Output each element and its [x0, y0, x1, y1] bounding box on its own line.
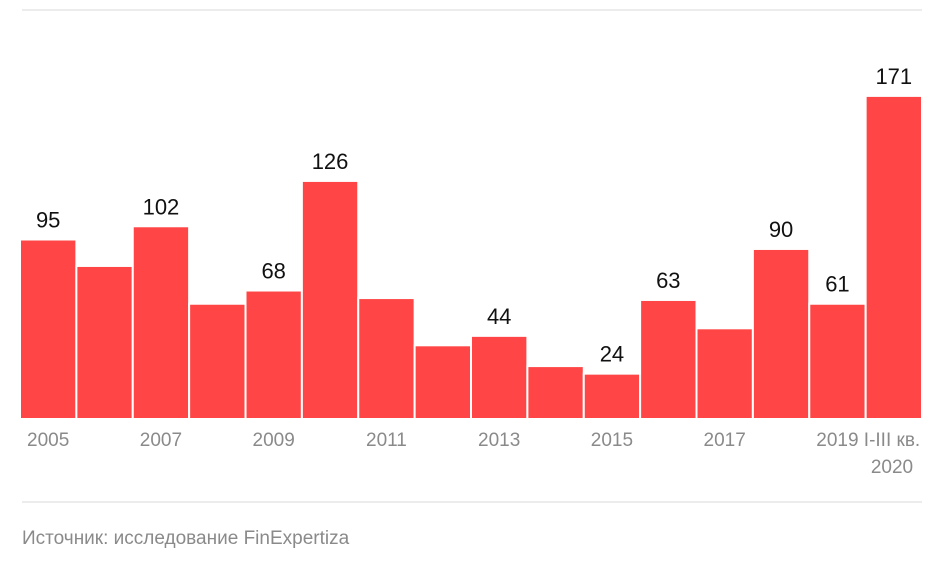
bar-7	[413, 344, 473, 420]
value-label-0: 95	[36, 208, 60, 233]
value-label-4: 68	[261, 259, 285, 284]
bar-14	[808, 302, 867, 420]
bar-1	[75, 264, 134, 421]
source-note: Источник: исследование FinExpertiza	[22, 528, 350, 549]
bar-15	[864, 94, 924, 421]
tick-label-0: 2005	[27, 430, 69, 451]
bar-12	[695, 327, 754, 420]
value-label-13: 90	[769, 217, 793, 242]
tick-label-4: 2009	[253, 430, 295, 451]
bars-group	[19, 94, 924, 421]
tick-label-12: 2017	[704, 430, 746, 451]
bar-0	[19, 238, 78, 420]
tick-label-10: 2015	[591, 430, 633, 451]
value-label-5: 126	[312, 149, 349, 174]
bar-11	[639, 298, 698, 420]
value-label-10: 24	[600, 342, 624, 367]
bar-5	[300, 179, 360, 420]
tick-label-14: 2019	[816, 430, 858, 451]
tick-label-2: 2007	[140, 430, 182, 451]
bar-13	[751, 247, 811, 420]
tick-label-15: I-III кв. 2020	[864, 430, 920, 478]
bar-6	[357, 297, 416, 421]
bar-10	[582, 372, 642, 420]
bar-4	[244, 289, 303, 420]
bar-8	[470, 334, 529, 420]
tick-label-8: 2013	[478, 430, 520, 451]
value-labels-group: 95 102 68 126 44 24 63 90 61 171	[36, 64, 912, 367]
value-label-15: 171	[875, 64, 912, 89]
value-label-11: 63	[656, 268, 680, 293]
bar-2	[131, 225, 191, 420]
value-label-14: 61	[825, 272, 849, 297]
value-label-8: 44	[487, 304, 511, 329]
x-axis-tick-labels: 2005 2007 2009 2011 2013 2015 2017 2019 I-III кв…	[27, 430, 920, 478]
bar-9	[526, 365, 585, 420]
bar-3	[188, 302, 247, 420]
value-label-2: 102	[143, 194, 180, 219]
tick-label-6: 2011	[366, 430, 407, 451]
